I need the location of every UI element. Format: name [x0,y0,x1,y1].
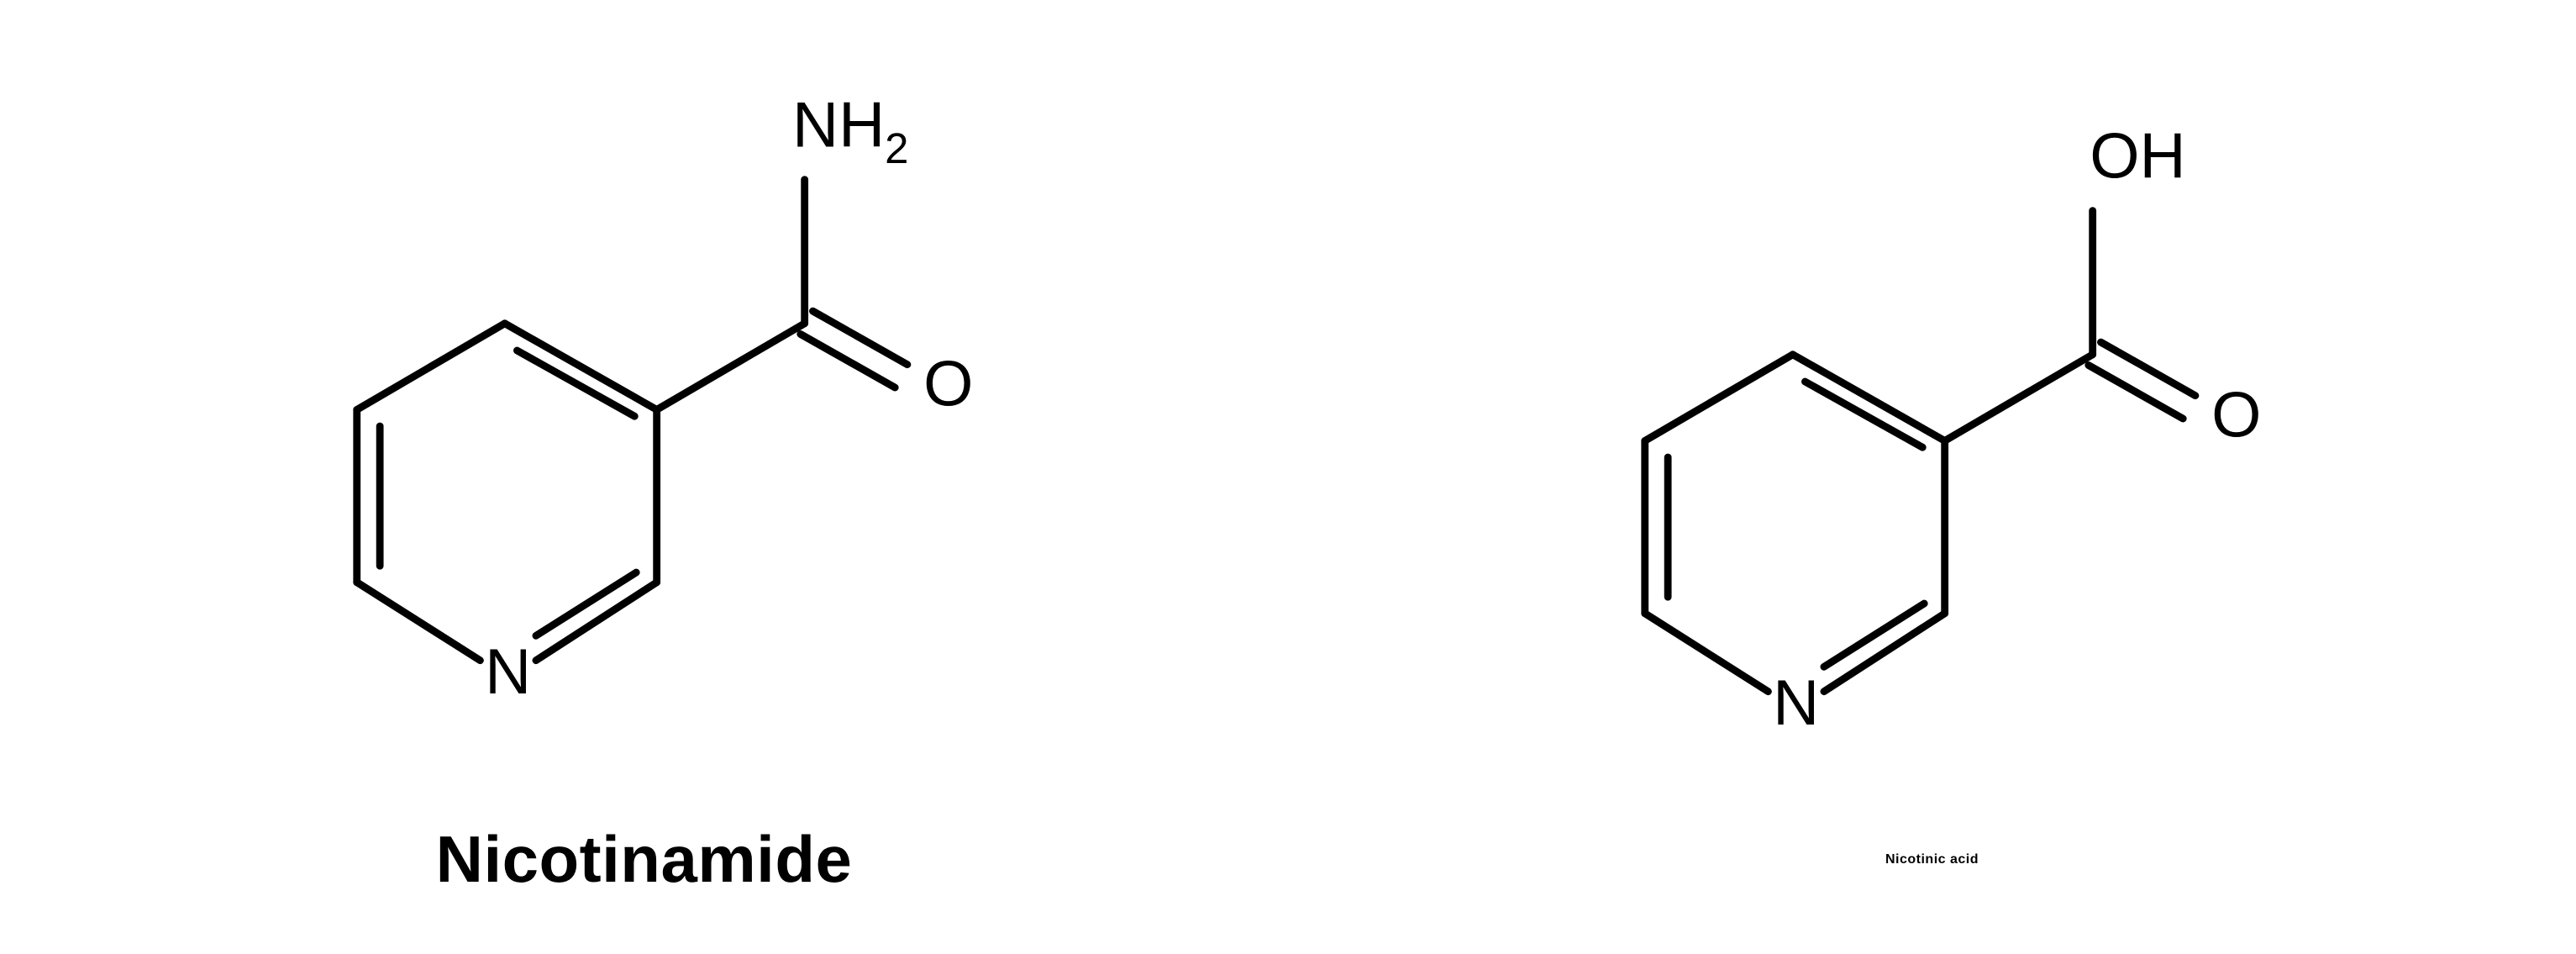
nicotinic-acid-label: Nicotinic acid [1885,852,1979,867]
carbonyl-oxygen-label: O [2211,379,2261,451]
nicotinic-acid-panel: N O OH Nicotinic acid [1554,87,2311,867]
nicotinamide-label: Nicotinamide [436,821,853,898]
nicotinic-acid-structure: N O OH [1554,87,2311,827]
ring-nitrogen-label: N [485,636,531,708]
hydroxyl-label: OH [2090,120,2185,192]
nicotinamide-panel: N O NH2 Nicotinamide [266,56,1023,898]
carbonyl-oxygen-label: O [923,349,973,420]
ring-nitrogen-label: N [1773,667,1819,738]
amide-nh2-label: NH2 [792,90,908,173]
nicotinamide-structure: N O NH2 [266,56,1023,796]
